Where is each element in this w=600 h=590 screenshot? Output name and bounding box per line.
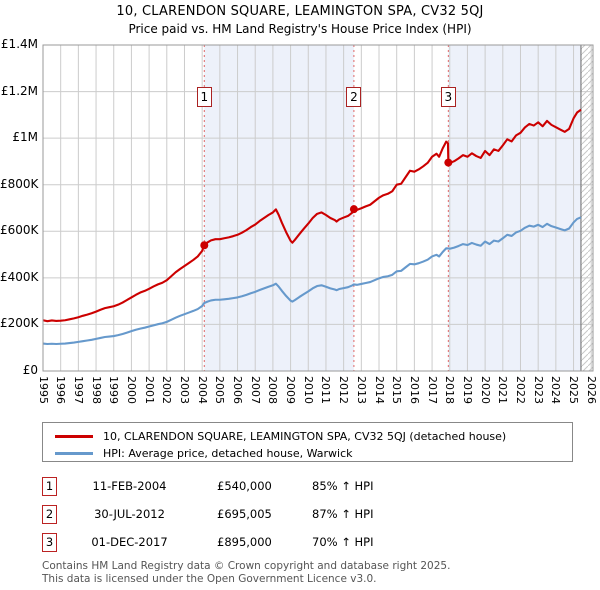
x-axis-tick-label: 2000 [124,376,138,404]
sale-marker-box-2: 2 [346,87,362,107]
legend-entry-property: 10, CLARENDON SQUARE, LEAMINGTON SPA, CV… [55,428,572,444]
page-title: 10, CLARENDON SQUARE, LEAMINGTON SPA, CV… [116,4,484,19]
y-axis-tick-label: £1.2M [0,83,38,98]
x-axis-tick-label: 2023 [531,376,545,404]
x-axis-tick-label: 2004 [195,376,209,404]
x-axis-tick-label: 2011 [319,376,333,404]
y-axis-tick-label: £600K [0,223,39,238]
x-axis-tick-label: 2017 [425,376,439,404]
y-axis-tick-label: £1.4M [0,37,38,51]
chart-legend: 10, CLARENDON SQUARE, LEAMINGTON SPA, CV… [42,422,573,462]
x-axis-tick-label: 2015 [390,376,404,404]
legend-label-property: 10, CLARENDON SQUARE, LEAMINGTON SPA, CV… [103,429,507,443]
sale-table-row: 3 01-DEC-2017 £895,000 70% ↑ HPI [42,531,373,553]
x-axis-tick-label: 1997 [71,376,85,404]
sale-table-row: 1 11-FEB-2004 £540,000 85% ↑ HPI [42,475,373,497]
sale-table-row: 2 30-JUL-2012 £695,005 87% ↑ HPI [42,503,373,525]
x-axis-tick-label: 2021 [496,376,510,404]
x-axis-tick-label: 2007 [248,376,262,404]
x-axis-tick-label: 2002 [160,376,174,404]
x-axis-tick-label: 1996 [54,376,68,404]
x-axis-tick-label: 2013 [354,376,368,404]
y-axis-tick-label: £800K [0,176,39,191]
footer-line-1: Contains HM Land Registry data © Crown c… [42,560,451,572]
x-axis-tick-label: 2020 [478,376,492,404]
x-axis-tick-label: 1999 [107,376,121,404]
x-axis-tick-label: 2018 [443,376,457,404]
hpi-line-swatch [55,451,93,455]
x-axis-tick-label: 1995 [36,376,50,404]
x-axis-tick-label: 2016 [407,376,421,404]
sale-hpi-delta: 87% ↑ HPI [312,507,374,521]
sale-marker-box-1: 1 [196,87,212,107]
sale-date: 11-FEB-2004 [92,479,167,493]
x-axis-tick-label: 2014 [372,376,386,404]
sale-date: 01-DEC-2017 [91,535,168,549]
sale-number-badge: 2 [42,504,57,524]
y-axis-tick-label: £0 [22,363,38,377]
sale-hpi-delta: 70% ↑ HPI [312,535,374,549]
x-axis-tick-label: 2009 [284,376,298,404]
price-chart: £0 £200K £400K £600K £800K £1M £1.2M £1.4M 1995 1… [0,37,598,404]
sale-date: 30-JUL-2012 [94,507,165,521]
page-subtitle: Price paid vs. HM Land Registry's House … [128,22,472,36]
x-axis-tick-label: 2008 [266,376,280,404]
sale-hpi-delta: 85% ↑ HPI [312,479,374,493]
license-footer: Contains HM Land Registry data © Crown c… [42,560,450,585]
legend-entry-hpi: HPI: Average price, detached house, Warw… [55,445,572,461]
x-axis-tick-label: 2001 [142,376,156,404]
sale-number-badge: 3 [42,532,57,552]
sale-number-badge: 1 [42,476,57,496]
x-axis-tick-label: 2019 [460,376,474,404]
y-axis-tick-label: £1M [12,130,38,145]
x-axis-tick-label: 2010 [301,376,315,404]
footer-line-2: This data is licensed under the Open Gov… [42,572,377,585]
x-axis-tick-label: 2022 [513,376,527,404]
y-axis-tick-label: £400K [0,269,39,284]
x-axis-tick-label: 2003 [177,376,191,404]
x-axis-tick-label: 2025 [567,376,581,404]
sale-marker-box-3: 3 [440,87,456,107]
x-axis-tick-label: 1998 [89,376,103,404]
x-axis-tick-label: 2006 [231,376,245,404]
x-axis-tick-label: 2024 [549,376,563,404]
y-axis-tick-label: £200K [0,316,39,331]
sale-price: £895,000 [217,535,272,549]
x-axis-tick-label: 2026 [584,376,598,404]
sale-price: £540,000 [217,479,272,493]
sale-price: £695,005 [217,507,272,521]
x-axis-tick-label: 2012 [337,376,351,404]
legend-label-hpi: HPI: Average price, detached house, Warw… [103,446,353,460]
x-axis-tick-label: 2005 [213,376,227,404]
property-line-swatch [55,434,93,438]
